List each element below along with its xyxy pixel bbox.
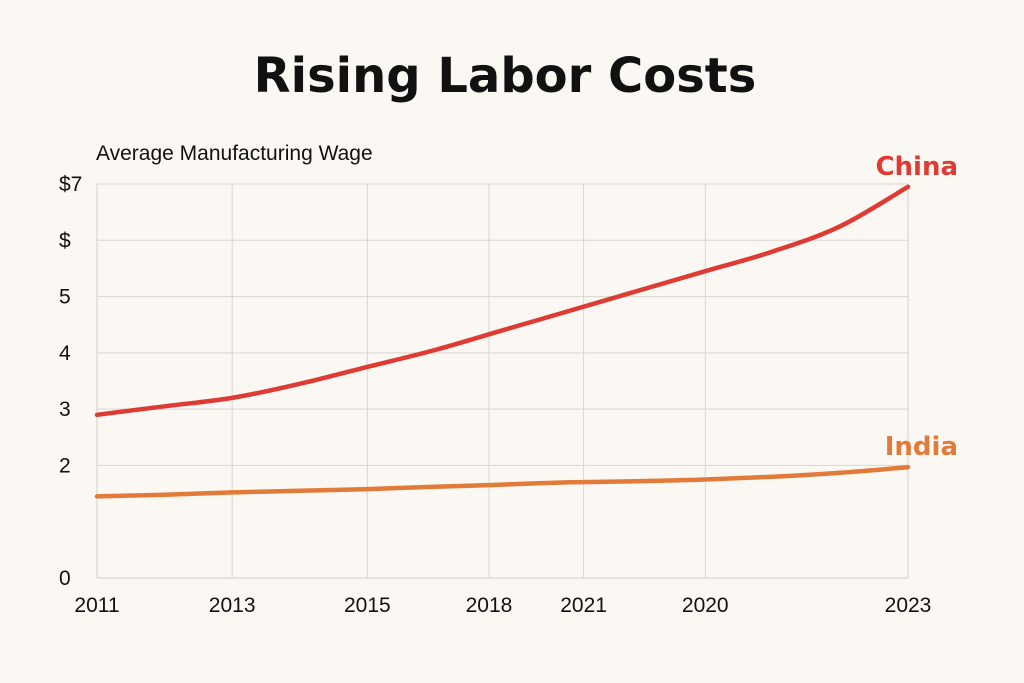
x-tick-label: 2013 [209,594,256,617]
x-tick-label: 2015 [344,594,391,617]
x-tick-label: 2011 [74,594,119,617]
y-tick-label: 5 [59,286,71,309]
y-tick-label: 0 [59,567,71,590]
y-axis-ticks: 0 2 3 4 5 $ $7 [59,173,82,590]
y-tick-label: 2 [59,454,71,477]
series-lines [94,184,911,499]
gridlines [96,183,909,579]
y-tick-label: $ [59,229,71,252]
x-tick-label: 2023 [885,594,932,617]
y-tick-label: 4 [59,342,71,365]
series-label-india: India [885,432,958,462]
chart-subtitle: Average Manufacturing Wage [96,142,373,165]
series-line-china [94,184,911,418]
x-tick-label: 2021 [560,594,607,617]
series-labels: China India [875,152,958,462]
y-tick-label: $7 [59,173,82,196]
series-line-india [94,464,911,499]
series-label-china: China [875,152,958,182]
y-tick-label: 3 [59,398,71,421]
x-tick-label: 2020 [682,594,729,617]
chart-title: Rising Labor Costs [254,48,757,104]
x-tick-label: 2018 [466,594,513,617]
x-axis-ticks: 2011 2013 2015 2018 2021 2020 2023 [74,594,931,617]
